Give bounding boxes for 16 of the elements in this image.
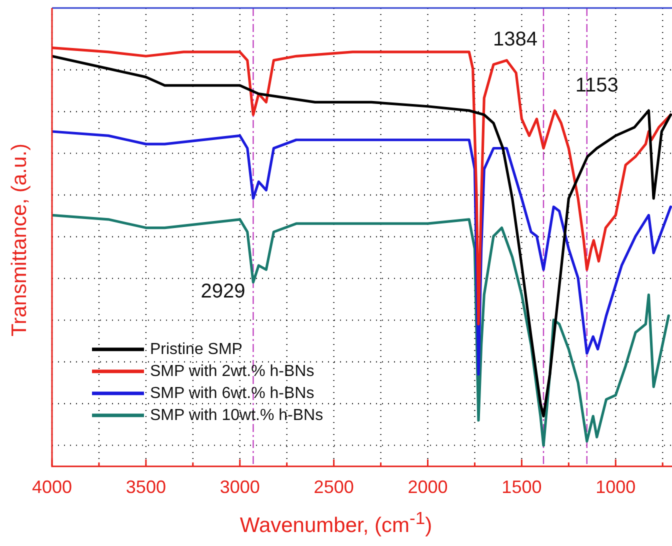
x-tick-label: 1000	[596, 477, 636, 498]
x-tick-label: 1500	[502, 477, 542, 498]
x-tick-label: 3500	[126, 477, 166, 498]
ref-line-label: 1153	[575, 74, 618, 96]
x-axis-title: Wavenumber, (cm$^{-1}$)	[238, 508, 434, 538]
legend-label: Pristine SMP	[150, 340, 242, 358]
legend-label: SMP with 6wt.% h-BNs	[150, 384, 314, 402]
x-tick-label: 2500	[314, 477, 354, 498]
y-axis-title: Transmittance, (a.u.)	[8, 144, 32, 336]
x-tick-label: 3000	[220, 477, 260, 498]
legend-label: SMP with 2wt.% h-BNs	[150, 362, 314, 380]
ref-line-label: 1384	[492, 28, 538, 51]
x-tick-label: 4000	[32, 477, 72, 498]
legend-label: SMP with 10wt.% h-BNs	[150, 406, 324, 424]
x-tick-label: 2000	[408, 477, 448, 498]
ref-line-label: 2929	[200, 280, 246, 303]
